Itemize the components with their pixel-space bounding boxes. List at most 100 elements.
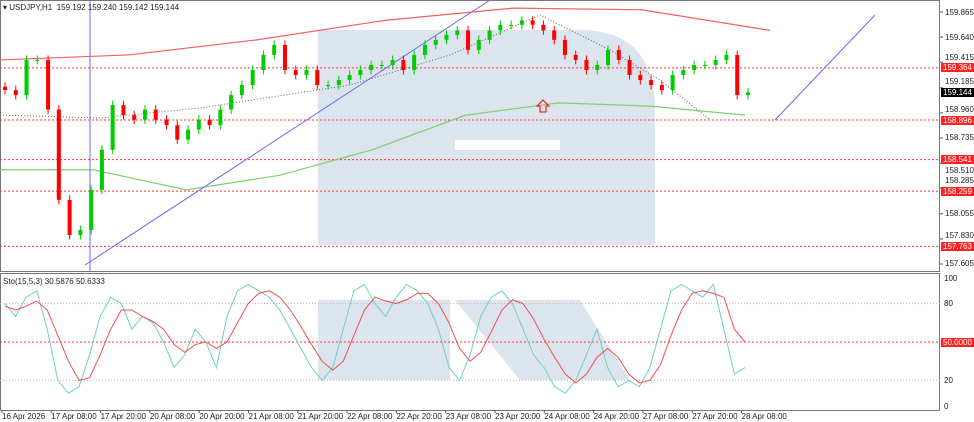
candle-body [433,39,438,45]
candle-body [196,119,201,130]
x-tick-label: 22 Apr 08:00 [347,412,393,421]
x-tick-label: 22 Apr 20:00 [396,412,442,421]
level-price-tag: 158.259 [941,186,974,196]
y-tick-label: 158.510 [945,165,974,175]
y-tick-label: 159.640 [945,32,974,42]
candle-body [444,34,449,40]
trendline [84,0,491,266]
candle-body [390,59,395,65]
candle-body [412,54,417,70]
candle-body [24,59,29,96]
candle-body [293,69,298,75]
candle-body [541,24,546,31]
candle-body [638,74,643,81]
candle-body [584,59,589,70]
x-tick-label: 23 Apr 20:00 [495,412,541,421]
candle-body [659,85,664,91]
candle-body [519,20,524,25]
y-tick-label: 158.960 [945,105,974,115]
x-tick-label: 16 Apr 2026 [2,412,46,421]
candle-body [379,64,384,66]
candle-body [369,64,374,70]
candle-body [649,80,654,86]
x-tick-label: 20 Apr 20:00 [199,412,245,421]
symbol-header: ▾ USDJPY,H1 159.192 159.240 159.142 159.… [3,3,180,12]
trendline [774,14,876,121]
level-price-tag: 158.896 [941,115,974,125]
x-tick-label: 23 Apr 08:00 [445,412,492,421]
candle-body [487,30,492,40]
y-tick-label: 158.285 [945,176,974,186]
candle-body [99,149,104,190]
x-tick-label: 28 Apr 08:00 [741,412,787,421]
candle-body [616,49,621,60]
candle-body [229,95,234,110]
candle-body [401,59,406,70]
x-tick-label: 27 Apr 20:00 [692,412,738,421]
candle-body [530,20,535,25]
up-arrow-icon [535,99,551,113]
candle-body [132,115,137,120]
candle-body [304,69,309,75]
candle-body [466,30,471,50]
candle-body [153,109,158,120]
stochastic-label: Sto(15,5,3) 30.5876 50.6333 [3,277,105,286]
y-tick-label: 158.735 [945,133,974,143]
x-tick-label: 24 Apr 20:00 [593,412,639,421]
candle-body [606,49,611,65]
x-tick-label: 20 Apr 08:00 [149,412,196,421]
ohlc-values: 159.192 159.240 159.142 159.144 [56,3,180,12]
candle-body [746,92,750,96]
candle-body [422,44,427,55]
x-tick-label: 17 Apr 20:00 [100,412,146,421]
main-pane-frame [0,0,940,272]
current-price-tag: 159.144 [941,87,974,97]
candle-body [455,30,460,35]
red-moving-average [0,7,771,61]
y-tick-label: 157.605 [945,259,974,269]
stoch-tick-label: 20 [944,375,953,385]
candle-body [13,90,18,96]
candle-body [218,109,223,126]
candle-body [272,44,277,55]
x-tick-label: 17 Apr 08:00 [51,412,97,421]
level-price-tag: 157.763 [941,241,974,251]
candle-body [692,64,697,70]
candle-body [358,69,363,75]
y-tick-label: 159.415 [945,52,974,62]
y-tick-label: 159.865 [945,7,974,17]
candle-body [89,189,94,230]
candle-body [326,85,331,87]
candle-body [713,59,718,65]
x-tick-label: 24 Apr 08:00 [544,412,590,421]
candle-body [164,119,169,126]
stoch-tick-label: 0 [944,401,949,411]
candle-body [261,54,266,70]
candle-body [142,109,147,120]
candle-body [35,59,40,61]
candle-body [509,24,514,26]
candle-body [315,69,320,86]
y-tick-label: 157.830 [945,231,974,241]
stoch-tick-label: 80 [944,299,953,309]
candle-body [552,30,557,40]
candle-body [110,105,115,150]
candle-body [347,74,352,81]
candle-body [67,199,72,235]
level-price-tag: 158.541 [941,155,974,165]
stoch-signal-line [4,290,746,384]
candle-body [207,119,212,126]
candle-body [282,44,287,70]
candle-body [681,69,686,75]
candle-body [562,39,567,55]
y-tick-label: 159.185 [945,77,974,87]
candle-body [78,229,83,235]
candle-body [336,80,341,86]
candle-body [239,85,244,96]
candle-body [735,54,740,96]
level-price-tag: 159.364 [941,63,974,73]
candle-body [724,54,729,60]
